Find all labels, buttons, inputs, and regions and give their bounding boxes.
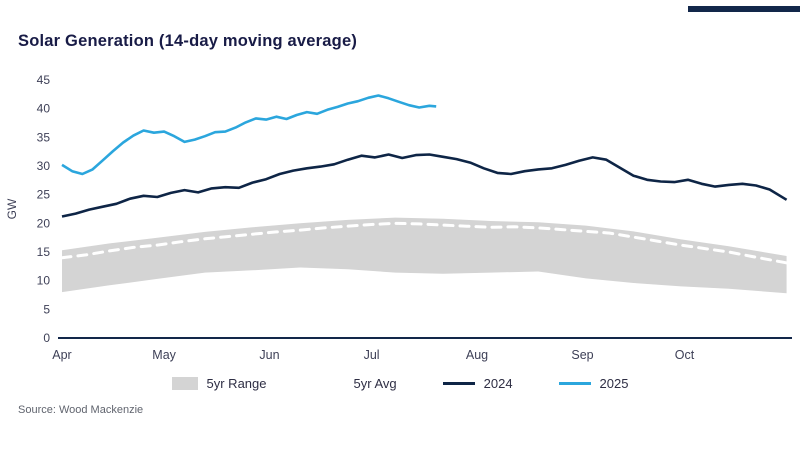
- x-tick-label: Aug: [466, 348, 488, 362]
- solar-generation-chart: 0 5 10 15 20 25 30 35 40 45 Apr May Jun Jul Aug Sep Oct G…: [5, 73, 792, 362]
- line-2024: [61, 153, 788, 218]
- legend-label-2025: 2025: [599, 376, 629, 391]
- y-tick-label: 5: [43, 302, 50, 316]
- y-axis-label: GW: [5, 198, 19, 219]
- x-tick-label: Sep: [571, 348, 593, 362]
- y-tick-label: 10: [37, 274, 51, 288]
- x-tick-label: Jun: [259, 348, 279, 362]
- five-yr-avg-line: [60, 221, 789, 265]
- line-2024-swatch: [442, 382, 475, 385]
- avg-swatch: [312, 382, 345, 385]
- legend-label-5yr-range: 5yr Range: [206, 376, 267, 391]
- legend-label-2024: 2024: [483, 376, 513, 391]
- x-tick-label: May: [152, 348, 176, 362]
- x-tick-label: Apr: [52, 348, 71, 362]
- chart-title: Solar Generation (14-day moving average): [18, 32, 358, 50]
- brand-bar: [688, 6, 800, 12]
- y-tick-label: 20: [37, 216, 51, 230]
- x-tick-label: Jul: [364, 348, 380, 362]
- legend-item-2025: 2025: [558, 376, 629, 391]
- y-tick-label: 35: [37, 130, 51, 144]
- five-yr-range-area: [62, 217, 787, 294]
- legend-item-5yr-range: 5yr Range: [171, 376, 267, 391]
- chart-legend: 5yr Range 5yr Avg 2024 2025: [0, 376, 800, 391]
- y-tick-label: 30: [37, 159, 51, 173]
- legend-item-5yr-avg: 5yr Avg: [312, 376, 397, 391]
- line-2025-swatch: [558, 382, 591, 385]
- x-tick-label: Oct: [675, 348, 695, 362]
- legend-label-5yr-avg: 5yr Avg: [353, 376, 397, 391]
- legend-item-2024: 2024: [442, 376, 513, 391]
- y-tick-label: 15: [37, 245, 51, 259]
- range-swatch: [171, 377, 198, 390]
- y-tick-label: 45: [37, 73, 51, 87]
- line-2025: [61, 94, 437, 176]
- y-tick-label: 40: [37, 102, 51, 116]
- source-note: Source: Wood Mackenzie: [18, 404, 144, 416]
- y-tick-label: 25: [37, 188, 51, 202]
- y-tick-label: 0: [43, 331, 50, 345]
